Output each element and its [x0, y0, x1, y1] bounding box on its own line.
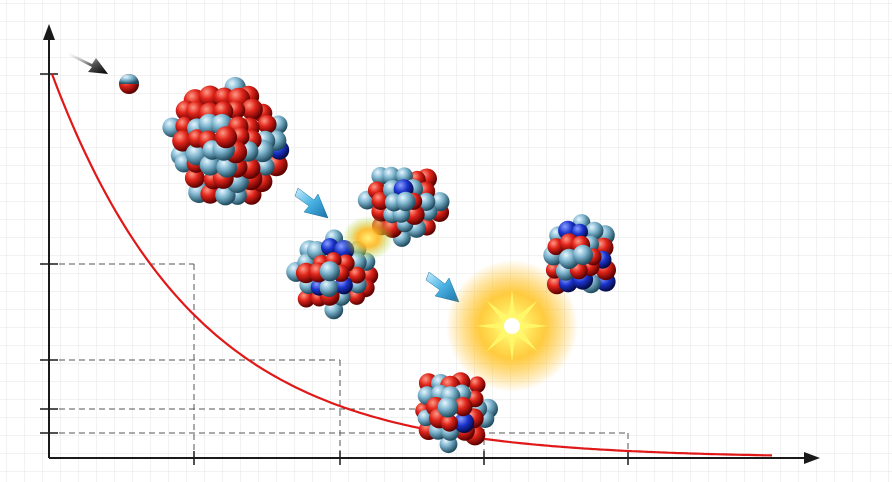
- nucleon: [437, 396, 459, 418]
- projectile-top: [119, 74, 139, 84]
- nucleon: [440, 414, 459, 432]
- nucleon: [382, 166, 401, 185]
- nucleon: [585, 221, 604, 240]
- nucleon: [241, 98, 263, 121]
- arrow-shape: [68, 52, 108, 74]
- nucleon: [172, 130, 194, 152]
- nucleon: [571, 223, 589, 240]
- nucleon: [395, 191, 416, 212]
- black-arrow-icon: [68, 52, 108, 74]
- nucleon: [572, 244, 594, 265]
- nucleon: [453, 412, 475, 433]
- arrow-shape: [294, 187, 329, 219]
- glow-halo: [342, 216, 394, 260]
- blue-arrow-icon: [425, 271, 460, 303]
- daughter-nucleus: [543, 214, 616, 295]
- nucleon: [257, 115, 277, 134]
- nucleon: [417, 192, 436, 211]
- flash-core: [504, 318, 520, 334]
- stable-nucleus: [415, 372, 498, 454]
- y-axis-arrowhead: [43, 24, 55, 40]
- fission-fragment-upper: [357, 166, 450, 247]
- nucleon: [468, 376, 486, 394]
- nucleon: [319, 278, 339, 298]
- axes: [40, 24, 820, 465]
- nucleon: [215, 126, 238, 149]
- nucleon: [453, 397, 473, 417]
- blue-arrow-icon: [294, 187, 329, 219]
- nucleon: [319, 261, 340, 282]
- arrow-shape: [425, 271, 460, 303]
- nucleon: [184, 168, 205, 188]
- neutron-projectile: [119, 74, 139, 94]
- x-axis-arrowhead: [804, 452, 820, 464]
- nucleon: [199, 154, 221, 176]
- dashed-guides: [49, 263, 629, 458]
- decay-curve: [50, 73, 773, 457]
- flash-burst-icon: [446, 260, 578, 392]
- nucleon: [371, 191, 390, 210]
- nucleon: [297, 290, 315, 308]
- nucleon: [348, 266, 366, 284]
- split-glow: [342, 216, 394, 260]
- fission-fragment-lower: [286, 229, 379, 320]
- parent-nucleus: [162, 76, 290, 206]
